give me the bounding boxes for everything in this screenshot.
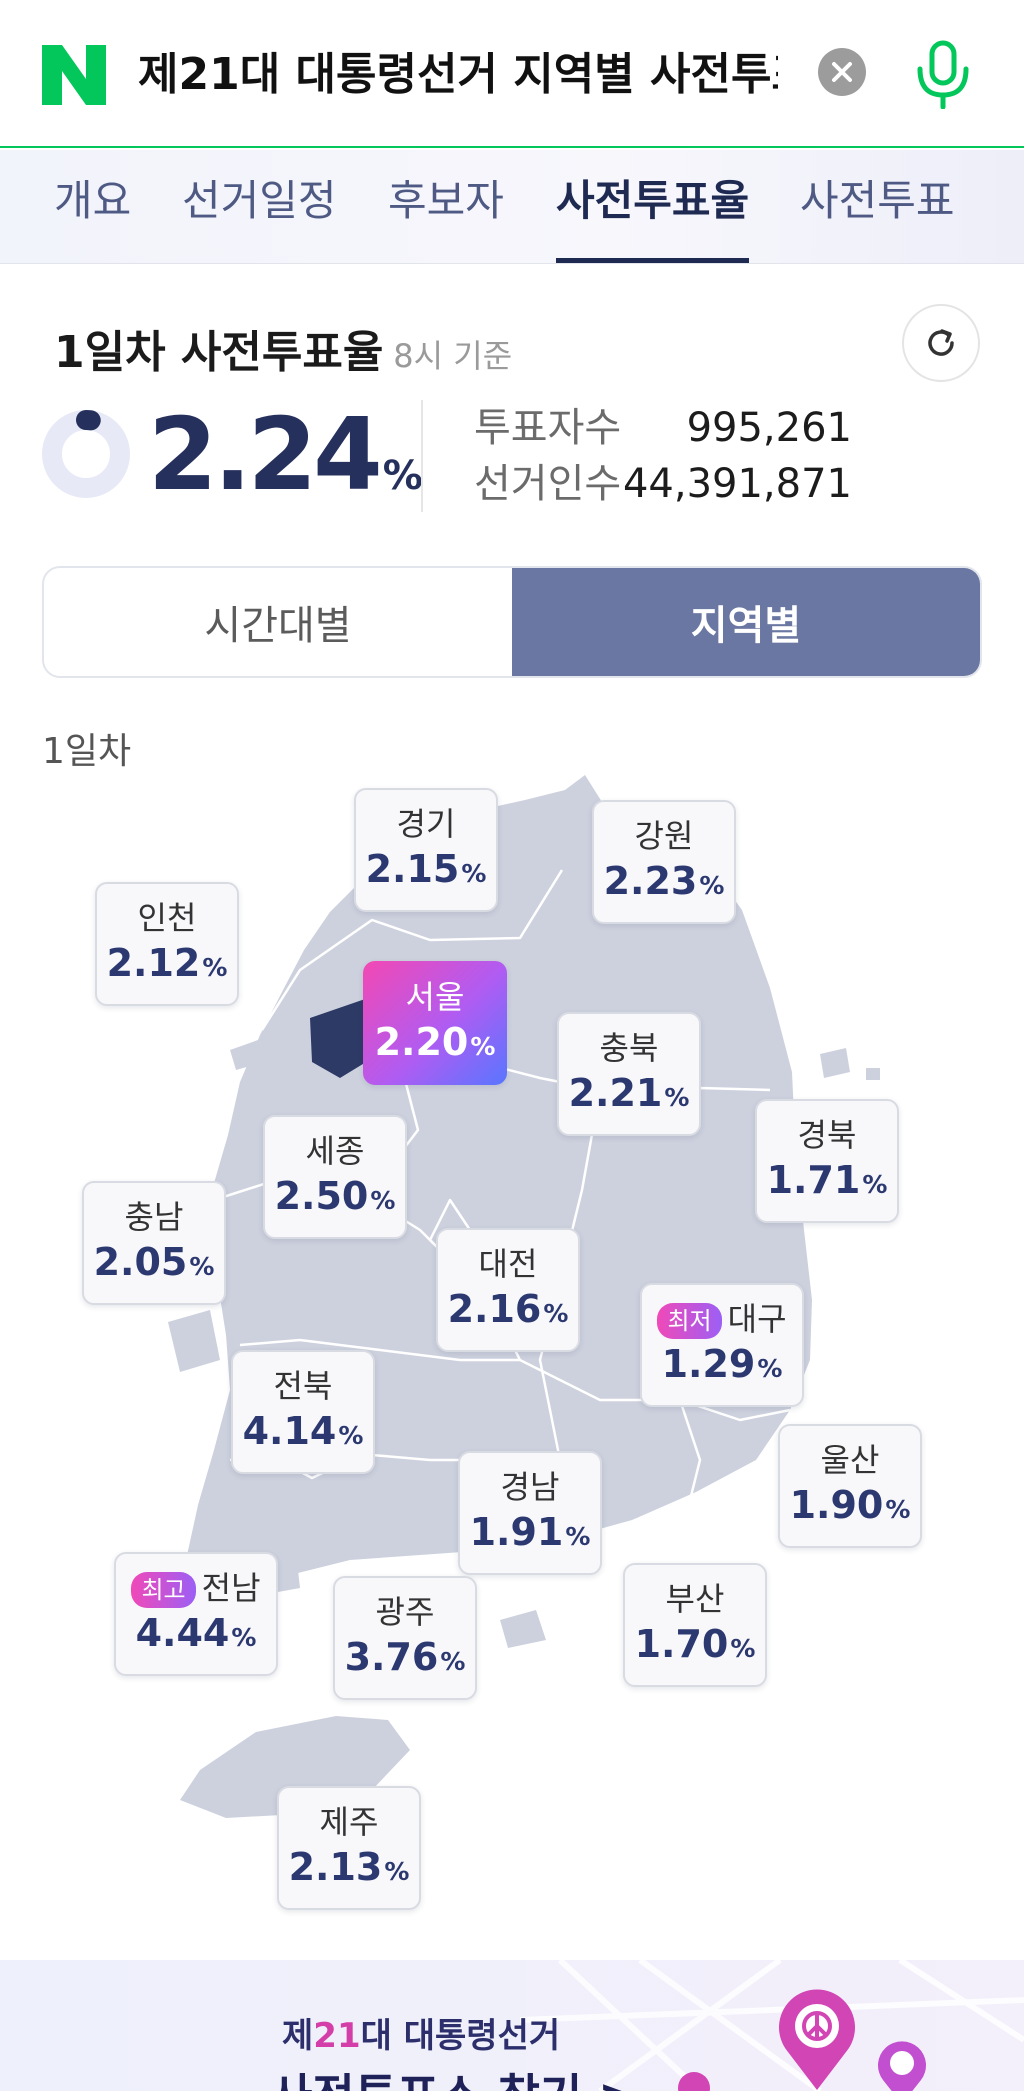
region-card-busan[interactable]: 부산 1.70% <box>623 1563 767 1687</box>
turnout-donut-arc <box>42 410 130 498</box>
region-name: 인천 <box>137 898 197 937</box>
turnout-donut-chart <box>42 410 130 498</box>
electorate-value: 44,391,871 <box>622 461 852 507</box>
tab-early-voting[interactable]: 사전투표 <box>800 176 955 225</box>
voters-label: 투표자수 <box>474 405 622 451</box>
highest-badge: 최고 <box>131 1571 196 1608</box>
seoul-area <box>310 998 376 1078</box>
region-card-incheon[interactable]: 인천 2.12% <box>95 882 239 1006</box>
tab-schedule[interactable]: 선거일정 <box>182 176 337 225</box>
region-rate: 2.15% <box>365 846 487 891</box>
by-time-button[interactable]: 시간대별 <box>204 603 352 649</box>
region-name: 최고 전남 <box>131 1567 261 1609</box>
region-name: 경기 <box>396 804 456 843</box>
microphone-icon <box>917 40 969 109</box>
region-name: 광주 <box>375 1592 435 1631</box>
region-rate: 2.16% <box>447 1286 569 1331</box>
region-rate: 1.90% <box>789 1482 911 1527</box>
polling-place-banner[interactable]: 제21대 대통령선거 사전투표소 찾기 > <box>0 1960 1024 2091</box>
region-card-jeonnam[interactable]: 최고 전남 4.44% <box>114 1552 278 1676</box>
region-name: 대전 <box>478 1244 538 1283</box>
section-title: 1일차 사전투표율 8시 기준 <box>54 316 512 380</box>
by-region-button[interactable]: 지역별 <box>512 568 980 676</box>
region-name: 경북 <box>797 1115 857 1154</box>
refresh-icon <box>928 329 954 356</box>
region-card-gangwon[interactable]: 강원 2.23% <box>592 800 736 924</box>
day-label: 1일차 <box>42 731 132 772</box>
region-card-daejeon[interactable]: 대전 2.16% <box>436 1228 580 1352</box>
region-card-gwangju[interactable]: 광주 3.76% <box>333 1576 477 1700</box>
region-card-ulsan[interactable]: 울산 1.90% <box>778 1424 922 1548</box>
region-card-daegu[interactable]: 최저 대구 1.29% <box>640 1283 804 1407</box>
region-name: 강원 <box>634 816 694 855</box>
region-name: 경남 <box>500 1467 560 1506</box>
banner-link[interactable]: 사전투표소 찾기 > <box>270 2060 637 2091</box>
region-name: 울산 <box>820 1440 880 1479</box>
region-name: 세종 <box>305 1131 365 1170</box>
voters-row: 투표자수 995,261 <box>474 400 852 456</box>
region-rate: 1.71% <box>766 1157 888 1202</box>
search-bar: 제21대 대통령선거 지역별 사전투표율 <box>0 0 1024 148</box>
region-card-gyeongbuk[interactable]: 경북 1.71% <box>755 1099 899 1223</box>
voice-search-button[interactable] <box>912 38 974 110</box>
region-rate: 2.21% <box>568 1070 690 1115</box>
view-toggle: 시간대별 지역별 <box>42 566 982 678</box>
region-rate: 2.05% <box>93 1239 215 1284</box>
lowest-badge: 최저 <box>657 1302 722 1339</box>
turnout-rate-value: 2.24 <box>148 396 383 513</box>
tab-early-turnout[interactable]: 사전투표율 <box>556 150 750 263</box>
electorate-label: 선거인수 <box>474 461 622 507</box>
banner-map-lines <box>519 1960 1024 2091</box>
region-rate: 2.12% <box>106 940 228 985</box>
tab-overview[interactable]: 개요 <box>54 176 132 225</box>
region-name: 서울 <box>405 977 465 1016</box>
region-rate: 1.70% <box>634 1621 756 1666</box>
region-rate: 2.13% <box>288 1844 410 1889</box>
region-card-jeonbuk[interactable]: 전북 4.14% <box>231 1350 375 1474</box>
region-card-sejong[interactable]: 세종 2.50% <box>263 1115 407 1239</box>
search-input[interactable]: 제21대 대통령선거 지역별 사전투표율 <box>138 49 778 100</box>
region-rate: 3.76% <box>344 1634 466 1679</box>
turnout-basis-time: 8시 기준 <box>393 337 513 375</box>
region-rate: 2.20% <box>374 1019 496 1064</box>
tab-candidates[interactable]: 후보자 <box>388 176 504 225</box>
turnout-title: 1일차 사전투표율 <box>54 327 384 378</box>
close-icon <box>832 62 852 82</box>
refresh-button[interactable] <box>902 304 980 382</box>
region-rate: 4.14% <box>242 1408 364 1453</box>
region-name: 충남 <box>124 1197 184 1236</box>
clear-search-button[interactable] <box>818 48 866 96</box>
region-card-jeju[interactable]: 제주 2.13% <box>277 1786 421 1910</box>
region-name: 최저 대구 <box>657 1298 787 1340</box>
region-card-chungnam[interactable]: 충남 2.05% <box>82 1181 226 1305</box>
region-name: 부산 <box>665 1579 725 1618</box>
region-name: 제주 <box>319 1802 379 1841</box>
region-rate: 1.29% <box>661 1341 783 1386</box>
electorate-row: 선거인수 44,391,871 <box>474 456 852 512</box>
naver-logo-icon[interactable] <box>42 45 106 105</box>
region-name: 충북 <box>599 1028 659 1067</box>
region-card-gyeonggi[interactable]: 경기 2.15% <box>354 788 498 912</box>
map-pin-icon <box>878 2041 926 2091</box>
region-rate: 2.50% <box>274 1173 396 1218</box>
divider <box>421 400 423 512</box>
region-card-chungbuk[interactable]: 충북 2.21% <box>557 1012 701 1136</box>
election-tabs: 개요 선거일정 후보자 사전투표율 사전투표 <box>0 150 1024 264</box>
turnout-rate: 2.24% <box>148 395 423 536</box>
region-card-seoul[interactable]: 서울 2.20% <box>363 961 507 1085</box>
banner-title: 제21대 대통령선거 <box>282 2016 561 2056</box>
map-pin-icon <box>678 2072 710 2091</box>
map-pin-icon <box>779 1989 855 2090</box>
region-name: 전북 <box>273 1366 333 1405</box>
region-rate: 1.91% <box>469 1509 591 1554</box>
region-card-gyeongnam[interactable]: 경남 1.91% <box>458 1451 602 1575</box>
turnout-rate-unit: % <box>382 453 423 499</box>
region-rate: 4.44% <box>135 1610 257 1655</box>
region-rate: 2.23% <box>603 858 725 903</box>
voters-value: 995,261 <box>686 405 852 451</box>
